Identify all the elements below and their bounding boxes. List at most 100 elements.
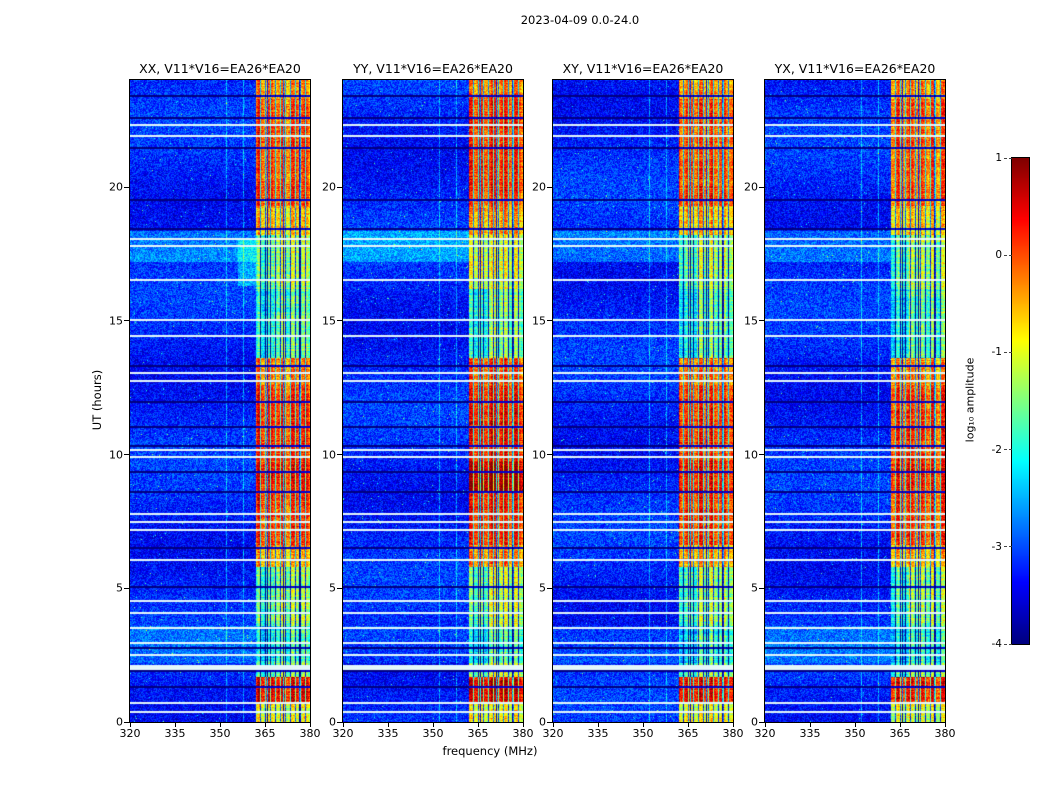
x-tick-label: 365 bbox=[677, 727, 699, 740]
y-tick-mark bbox=[124, 587, 129, 589]
y-tick-mark bbox=[337, 587, 342, 589]
y-tick-mark bbox=[547, 320, 552, 322]
x-tick-label: 350 bbox=[844, 727, 866, 740]
colorbar-gradient bbox=[1012, 158, 1029, 644]
y-tick-label: 15 bbox=[109, 314, 123, 328]
x-tick-label: 365 bbox=[889, 727, 911, 740]
y-tick-mark bbox=[759, 454, 764, 455]
spectrogram-frame-xx bbox=[129, 79, 311, 723]
y-tick-mark bbox=[337, 721, 342, 723]
colorbar-tick-label: -3 bbox=[991, 540, 1002, 553]
figure-title: 2023-04-09 0.0-24.0 bbox=[520, 13, 640, 27]
x-tick-mark bbox=[809, 723, 811, 727]
y-tick-label: 5 bbox=[751, 581, 758, 595]
x-tick-mark bbox=[432, 723, 434, 727]
y-tick-label: 0 bbox=[329, 715, 336, 729]
y-tick-mark bbox=[547, 186, 552, 188]
y-tick-label: 10 bbox=[744, 448, 758, 461]
x-tick-label: 380 bbox=[299, 727, 321, 740]
spectrogram-xy bbox=[553, 80, 733, 722]
spectrogram-frame-yx bbox=[764, 79, 946, 723]
y-tick-mark bbox=[124, 320, 129, 322]
x-tick-mark bbox=[732, 723, 734, 727]
y-tick-mark bbox=[547, 454, 552, 455]
y-tick-mark bbox=[337, 186, 342, 188]
y-tick-label: 5 bbox=[539, 581, 546, 595]
x-tick-label: 335 bbox=[377, 727, 399, 740]
colorbar-tick-mark bbox=[1004, 449, 1012, 451]
y-tick-label: 0 bbox=[539, 715, 546, 729]
x-tick-label: 350 bbox=[422, 727, 444, 740]
x-tick-mark bbox=[387, 723, 389, 727]
x-tick-mark bbox=[854, 723, 856, 727]
y-tick-label: 15 bbox=[744, 314, 758, 328]
x-axis-label: frequency (MHz) bbox=[442, 744, 538, 758]
x-tick-label: 320 bbox=[542, 727, 564, 740]
y-tick-label: 20 bbox=[109, 180, 123, 194]
y-tick-label: 10 bbox=[322, 448, 336, 461]
x-tick-mark bbox=[642, 723, 644, 727]
y-tick-label: 0 bbox=[116, 715, 123, 729]
x-tick-label: 320 bbox=[119, 727, 141, 740]
y-tick-mark bbox=[547, 721, 552, 723]
x-tick-mark bbox=[944, 723, 946, 727]
y-tick-label: 20 bbox=[744, 180, 758, 194]
y-tick-mark bbox=[759, 186, 764, 188]
panel-title-xx: XX, V11*V16=EA26*EA20 bbox=[139, 61, 301, 76]
y-tick-label: 10 bbox=[532, 448, 546, 461]
y-tick-mark bbox=[337, 454, 342, 455]
x-tick-mark bbox=[477, 723, 479, 727]
y-tick-mark bbox=[124, 721, 129, 723]
x-tick-label: 380 bbox=[934, 727, 956, 740]
x-tick-mark bbox=[552, 723, 554, 727]
spectrogram-frame-yy bbox=[342, 79, 524, 723]
y-tick-mark bbox=[337, 320, 342, 322]
x-tick-label: 380 bbox=[722, 727, 744, 740]
colorbar-tick-mark bbox=[1004, 254, 1012, 256]
x-tick-mark bbox=[522, 723, 524, 727]
y-tick-label: 15 bbox=[322, 314, 336, 328]
y-tick-label: 5 bbox=[329, 581, 336, 595]
y-tick-label: 20 bbox=[532, 180, 546, 194]
y-tick-label: 10 bbox=[109, 448, 123, 461]
x-tick-label: 380 bbox=[512, 727, 534, 740]
x-tick-mark bbox=[687, 723, 689, 727]
x-tick-label: 335 bbox=[587, 727, 609, 740]
y-tick-label: 0 bbox=[751, 715, 758, 729]
colorbar-tick-label: -4 bbox=[991, 638, 1002, 650]
panel-title-xy: XY, V11*V16=EA26*EA20 bbox=[562, 61, 724, 76]
x-tick-label: 365 bbox=[254, 727, 276, 740]
x-tick-mark bbox=[174, 723, 176, 727]
y-tick-label: 15 bbox=[532, 314, 546, 328]
x-tick-mark bbox=[264, 723, 266, 727]
x-tick-mark bbox=[764, 723, 766, 727]
x-tick-mark bbox=[219, 723, 221, 727]
spectrogram-yy bbox=[343, 80, 523, 722]
x-tick-mark bbox=[129, 723, 131, 727]
x-tick-mark bbox=[597, 723, 599, 727]
x-tick-mark bbox=[309, 723, 311, 727]
x-tick-label: 320 bbox=[332, 727, 354, 740]
x-tick-label: 365 bbox=[467, 727, 489, 740]
y-tick-mark bbox=[759, 587, 764, 589]
panel-title-yy: YY, V11*V16=EA26*EA20 bbox=[353, 61, 513, 76]
colorbar-tick-mark bbox=[1004, 157, 1012, 159]
x-tick-label: 335 bbox=[799, 727, 821, 740]
colorbar-tick-label: 1 bbox=[995, 152, 1002, 164]
x-tick-mark bbox=[899, 723, 901, 727]
y-tick-mark bbox=[124, 186, 129, 188]
x-tick-mark bbox=[342, 723, 344, 727]
y-tick-mark bbox=[547, 587, 552, 589]
y-tick-label: 5 bbox=[116, 581, 123, 595]
colorbar-tick-mark bbox=[1004, 643, 1012, 645]
x-tick-label: 335 bbox=[164, 727, 186, 740]
y-tick-mark bbox=[124, 454, 129, 455]
spectrogram-xx bbox=[130, 80, 310, 722]
spectrogram-yx bbox=[765, 80, 945, 722]
y-tick-label: 20 bbox=[322, 180, 336, 194]
colorbar-tick-mark bbox=[1004, 546, 1012, 548]
y-tick-mark bbox=[759, 721, 764, 723]
